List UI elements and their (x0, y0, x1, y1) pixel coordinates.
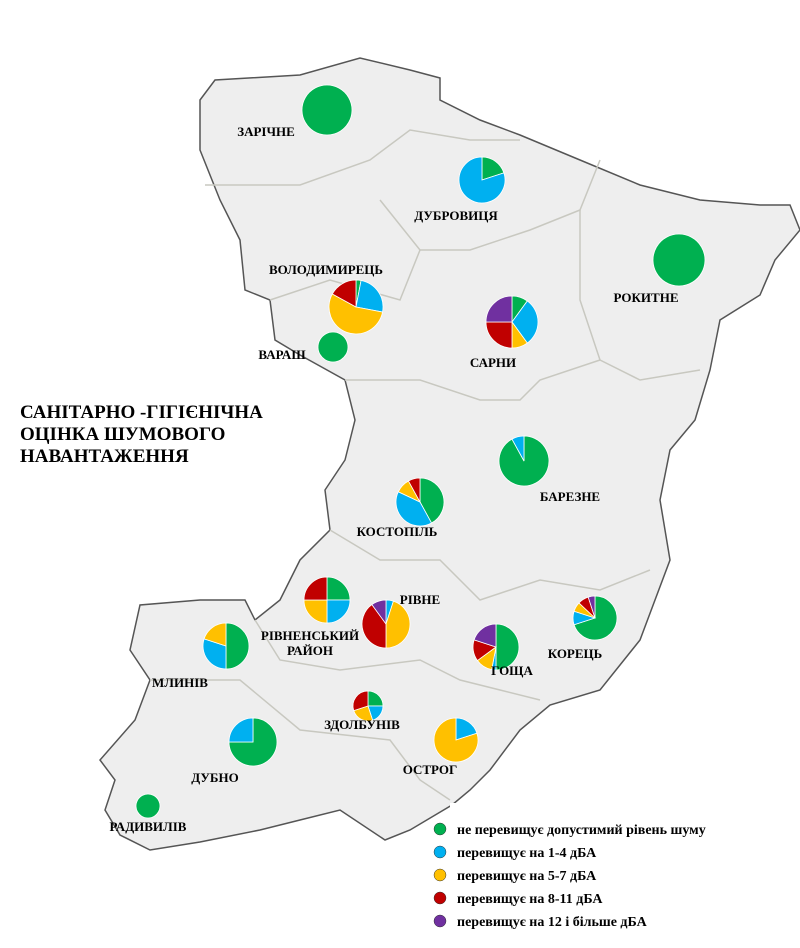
legend-swatch (433, 914, 447, 928)
place-name: КОСТОПІЛЬ (357, 524, 438, 539)
pie-slice (135, 793, 161, 819)
place-name: ГОЩА (491, 663, 533, 678)
place-name: ДУБРОВИЦЯ (414, 208, 498, 223)
pie-slice (328, 293, 383, 335)
place-name: ВОЛОДИМИРЕЦЬ (269, 262, 383, 277)
place-name: ЗДОЛБУНІВ (324, 717, 400, 732)
pie-slice (473, 623, 497, 648)
place-name: РОКИТНЕ (614, 290, 679, 305)
place-name: ВАРАШ (258, 347, 306, 362)
place-name: ОСТРОГ (403, 762, 458, 777)
title-line: НАВАНТАЖЕННЯ (20, 446, 189, 467)
pie-slice (511, 435, 525, 462)
legend-label: не перевищує допустимий рівень шуму (457, 823, 706, 838)
pie-slice (331, 279, 357, 308)
pie-slice (228, 717, 254, 743)
legend-label: перевищує на 5-7 дБА (457, 869, 597, 884)
legend-box (450, 803, 800, 943)
place-name: МЛИНІВ (152, 675, 208, 690)
legend-label: перевищує на 1-4 дБА (457, 846, 597, 861)
pie-slice (458, 156, 506, 204)
pie-slice (352, 690, 369, 712)
legend-swatch (433, 845, 447, 859)
place-name: САРНИ (470, 355, 516, 370)
legend-label: перевищує на 8-11 дБА (457, 892, 603, 907)
place-name: РІВНЕ (400, 592, 440, 607)
pie-slice (202, 638, 227, 670)
place-name: ЗАРІЧНЕ (237, 124, 295, 139)
pie-slice (485, 295, 513, 323)
pie-slice (228, 717, 278, 767)
title-box (15, 397, 258, 470)
pie-slice (303, 576, 328, 601)
pie-slice (652, 233, 706, 287)
pie-slice (303, 599, 328, 624)
pie-slice (485, 321, 513, 349)
pie-slice (203, 622, 227, 647)
pie-slice (385, 600, 411, 649)
pie-slice (495, 623, 520, 671)
legend-swatch (433, 822, 447, 836)
title-line: САНІТАРНО -ГІГІЄНІЧНА (20, 402, 263, 423)
pie-slice (407, 477, 421, 503)
place-name: БАРЕЗНЕ (540, 489, 600, 504)
title-line: ОЦІНКА ШУМОВОГО (20, 424, 225, 445)
place-name: РАДИВИЛІВ (110, 819, 187, 834)
pie-slice (419, 477, 445, 524)
pie-slice (587, 595, 596, 619)
place-name: РІВНЕНСЬКИЙ (261, 628, 359, 643)
place-name: РАЙОН (287, 643, 333, 658)
legend-swatch (433, 891, 447, 905)
place-name: ДУБНО (191, 770, 238, 785)
district-borders (150, 129, 701, 801)
pie-slice (433, 717, 479, 763)
pie-slice (361, 604, 387, 649)
pie-slice (317, 331, 349, 363)
pie-slice (326, 576, 351, 601)
pie-slice (395, 491, 433, 527)
pie-slice (355, 280, 384, 313)
pie-slice (301, 84, 353, 136)
pie-slice (371, 599, 387, 626)
pie-slice (326, 599, 351, 624)
pie-slice (225, 622, 250, 670)
pie-slice (511, 300, 539, 344)
legend-swatch (433, 868, 447, 882)
place-name: КОРЕЦЬ (548, 646, 603, 661)
legend-label: перевищує на 12 і більше дБА (457, 915, 648, 930)
